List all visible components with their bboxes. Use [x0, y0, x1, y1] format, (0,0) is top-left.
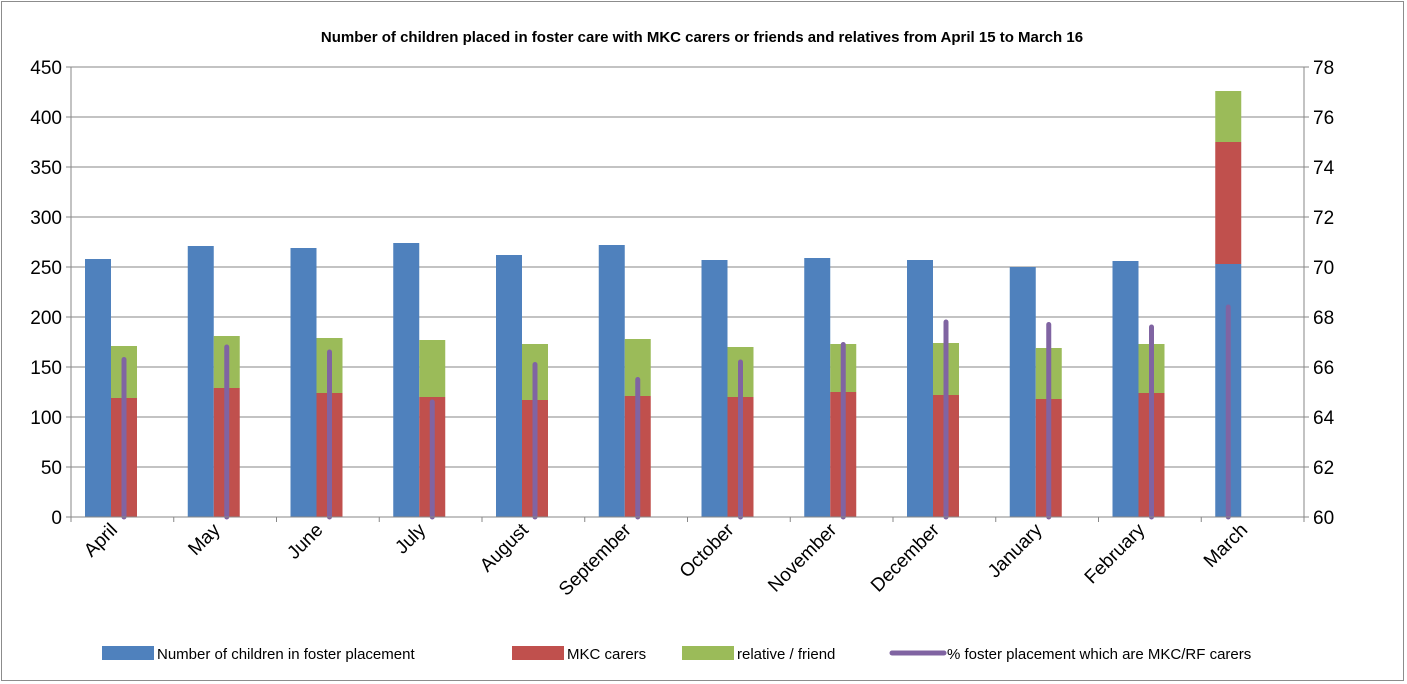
x-category-label: December: [867, 519, 944, 596]
gridlines: [71, 66, 1304, 468]
bars: [85, 91, 1242, 517]
x-category-label: November: [764, 519, 841, 596]
bar-foster-placement: [804, 258, 831, 517]
bar-foster-placement: [1112, 261, 1139, 517]
chart-title: Number of children placed in foster care…: [321, 29, 1083, 46]
y-right-tick-label: 78: [1313, 58, 1334, 79]
y-right-tick-label: 74: [1313, 158, 1335, 179]
legend-swatch: [512, 646, 564, 660]
x-category-label: June: [283, 520, 327, 564]
y-left-tick-label: 450: [30, 58, 62, 79]
bar-foster-placement: [701, 260, 728, 517]
bar-foster-placement: [1009, 267, 1036, 517]
bar-foster-placement: [187, 246, 214, 517]
x-category-label: January: [984, 519, 1047, 582]
legend-label: % foster placement which are MKC/RF care…: [947, 646, 1251, 663]
x-category-label: October: [676, 519, 739, 582]
bar-foster-placement: [496, 255, 522, 517]
y-left-tick-label: 400: [30, 108, 62, 129]
x-category-label: July: [391, 519, 430, 558]
y-right-tick-label: 68: [1313, 308, 1334, 329]
bar-mkc-carers: [1215, 142, 1242, 264]
bar-foster-placement: [85, 259, 111, 517]
percent-lines: [121, 304, 1231, 520]
y-right-tick-label: 64: [1313, 408, 1335, 429]
x-category-label: September: [555, 519, 636, 600]
y-left-tick-label: 100: [30, 408, 62, 429]
y-right-tick-label: 62: [1313, 458, 1334, 479]
y-right-tick-label: 70: [1313, 258, 1334, 279]
legend-label: Number of children in foster placement: [157, 646, 415, 663]
y-right-tick-label: 66: [1313, 358, 1334, 379]
legend: Number of children in foster placement MK…: [102, 646, 1251, 663]
y-left-tick-label: 50: [41, 458, 62, 479]
y-left-tick-label: 0: [51, 508, 62, 529]
legend-label: MKC carers: [567, 646, 646, 663]
y-left-tick-label: 350: [30, 158, 62, 179]
y-left-tick-label: 150: [30, 358, 62, 379]
x-category-label: April: [80, 520, 122, 562]
legend-label: relative / friend: [737, 646, 835, 663]
bar-foster-placement: [598, 245, 625, 517]
y-right-tick-label: 72: [1313, 208, 1334, 229]
bar-foster-placement: [907, 260, 933, 517]
y-left-tick-label: 300: [30, 208, 62, 229]
x-category-label: May: [184, 519, 225, 560]
y-right-tick-label: 60: [1313, 508, 1334, 529]
y-left-tick-label: 200: [30, 308, 62, 329]
y-left-tick-label: 250: [30, 258, 62, 279]
x-category-label: February: [1081, 519, 1150, 588]
x-category-label: March: [1200, 520, 1252, 572]
bar-relative-friend: [419, 340, 446, 397]
legend-swatch: [102, 646, 154, 660]
bar-foster-placement: [290, 248, 317, 517]
legend-swatch: [682, 646, 734, 660]
x-category-label: August: [476, 519, 533, 576]
bar-relative-friend: [1215, 91, 1242, 142]
y-right-tick-label: 76: [1313, 108, 1334, 129]
bar-foster-placement: [393, 243, 420, 517]
